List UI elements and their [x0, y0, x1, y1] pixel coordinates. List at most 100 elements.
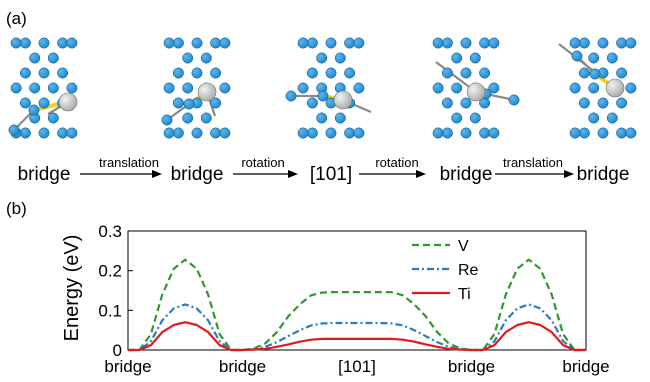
transition-arrow-2	[233, 170, 298, 178]
lattice-atom	[182, 82, 194, 94]
lattice-atom	[297, 37, 309, 49]
y-tick-label: 0	[113, 341, 122, 360]
lattice-atom	[432, 82, 444, 94]
displaced-atom	[317, 90, 329, 102]
x-ticks: bridge bridge [101] bridge bridge	[104, 357, 609, 376]
lattice-atom	[38, 67, 50, 79]
y-ticks: 0 0.1 0.2 0.3	[98, 222, 133, 360]
lattice-atom	[191, 37, 203, 49]
lattice-atom	[210, 97, 222, 109]
transition-arrow-1	[80, 170, 162, 178]
lattice-atom	[66, 82, 78, 94]
lattice-atom	[38, 97, 50, 109]
transition-label-1: translation	[99, 155, 159, 170]
displaced-atom	[508, 94, 520, 106]
lattice-atom	[219, 37, 231, 49]
lattice-atom	[488, 127, 500, 139]
displaced-atom	[8, 124, 20, 136]
lattice-atom	[47, 82, 59, 94]
y-tick-label: 0.3	[98, 222, 122, 241]
lattice-atom	[29, 82, 41, 94]
structure-3	[285, 37, 372, 139]
lattice-atom	[616, 37, 628, 49]
plot-frame	[127, 230, 587, 351]
x-tick-label: [101]	[338, 357, 376, 376]
lattice-atom	[479, 67, 491, 79]
legend: V Re Ti	[412, 238, 479, 303]
lattice-atom	[625, 82, 637, 94]
transition-label-3: rotation	[375, 155, 418, 170]
lattice-atom	[460, 67, 472, 79]
lattice-atom	[219, 82, 231, 94]
lattice-atom	[460, 37, 472, 49]
displaced-atom	[589, 68, 601, 80]
legend-label: V	[458, 238, 469, 255]
lattice-atom	[66, 127, 78, 139]
lattice-atom	[460, 127, 472, 139]
lattice-atom	[325, 67, 337, 79]
lattice-atom	[297, 82, 309, 94]
lattice-atom	[306, 67, 318, 79]
solute-atom	[605, 78, 625, 98]
lattice-atom	[163, 127, 175, 139]
lattice-atom	[316, 52, 328, 64]
displaced-atom	[28, 104, 40, 116]
lattice-atom	[57, 67, 69, 79]
lattice-atom	[316, 112, 328, 124]
lattice-atom	[578, 67, 590, 79]
y-tick-label: 0.1	[98, 301, 122, 320]
site-label-3: [101]	[310, 164, 352, 185]
lattice-atom	[488, 82, 500, 94]
site-label-2: bridge	[171, 164, 224, 185]
lattice-atom	[191, 67, 203, 79]
displaced-atom	[183, 98, 195, 110]
transition-arrows	[80, 170, 574, 178]
lattice-atom	[191, 127, 203, 139]
lattice-atom	[38, 127, 50, 139]
series-line-re	[128, 303, 586, 352]
lattice-atom	[569, 37, 581, 49]
lattice-atom	[306, 37, 318, 49]
displaced-atom	[161, 114, 173, 126]
legend-label: Re	[458, 262, 479, 279]
lattice-atom	[597, 97, 609, 109]
legend-label: Ti	[458, 286, 471, 303]
lattice-atom	[588, 52, 600, 64]
structure-2	[161, 37, 231, 139]
lattice-atom	[460, 97, 472, 109]
site-label-4: bridge	[440, 164, 493, 185]
y-axis-label: Energy (eV)	[61, 235, 83, 342]
transition-label-4: translation	[503, 155, 563, 170]
lattice-atom	[578, 97, 590, 109]
lattice-atom	[182, 112, 194, 124]
lattice-atom	[353, 37, 365, 49]
panel-b-label: (b)	[6, 199, 27, 218]
lattice-atom	[334, 52, 346, 64]
lattice-atom	[10, 82, 22, 94]
lattice-atom	[441, 127, 453, 139]
lattice-atom	[57, 37, 69, 49]
lattice-atom	[616, 67, 628, 79]
lattice-atom	[344, 37, 356, 49]
lattice-atom	[19, 97, 31, 109]
lattice-atom	[47, 52, 59, 64]
series-lines	[128, 258, 586, 352]
site-label-row: bridge bridge [101] bridge bridge	[18, 164, 630, 185]
lattice-atom	[19, 127, 31, 139]
lattice-atom	[219, 127, 231, 139]
series-line-v	[128, 258, 586, 352]
lattice-atom	[597, 127, 609, 139]
x-tick-label: bridge	[562, 357, 609, 376]
y-tick-label: 0.2	[98, 262, 122, 281]
lattice-atom	[441, 97, 453, 109]
panel-a-label: (a)	[6, 9, 27, 28]
lattice-atom	[210, 37, 222, 49]
x-tick-label: bridge	[104, 357, 151, 376]
lattice-atom	[200, 112, 212, 124]
lattice-atom	[578, 37, 590, 49]
lattice-atom	[172, 67, 184, 79]
structure-4	[432, 37, 520, 139]
solute-atom	[58, 92, 78, 112]
lattice-atom	[325, 127, 337, 139]
